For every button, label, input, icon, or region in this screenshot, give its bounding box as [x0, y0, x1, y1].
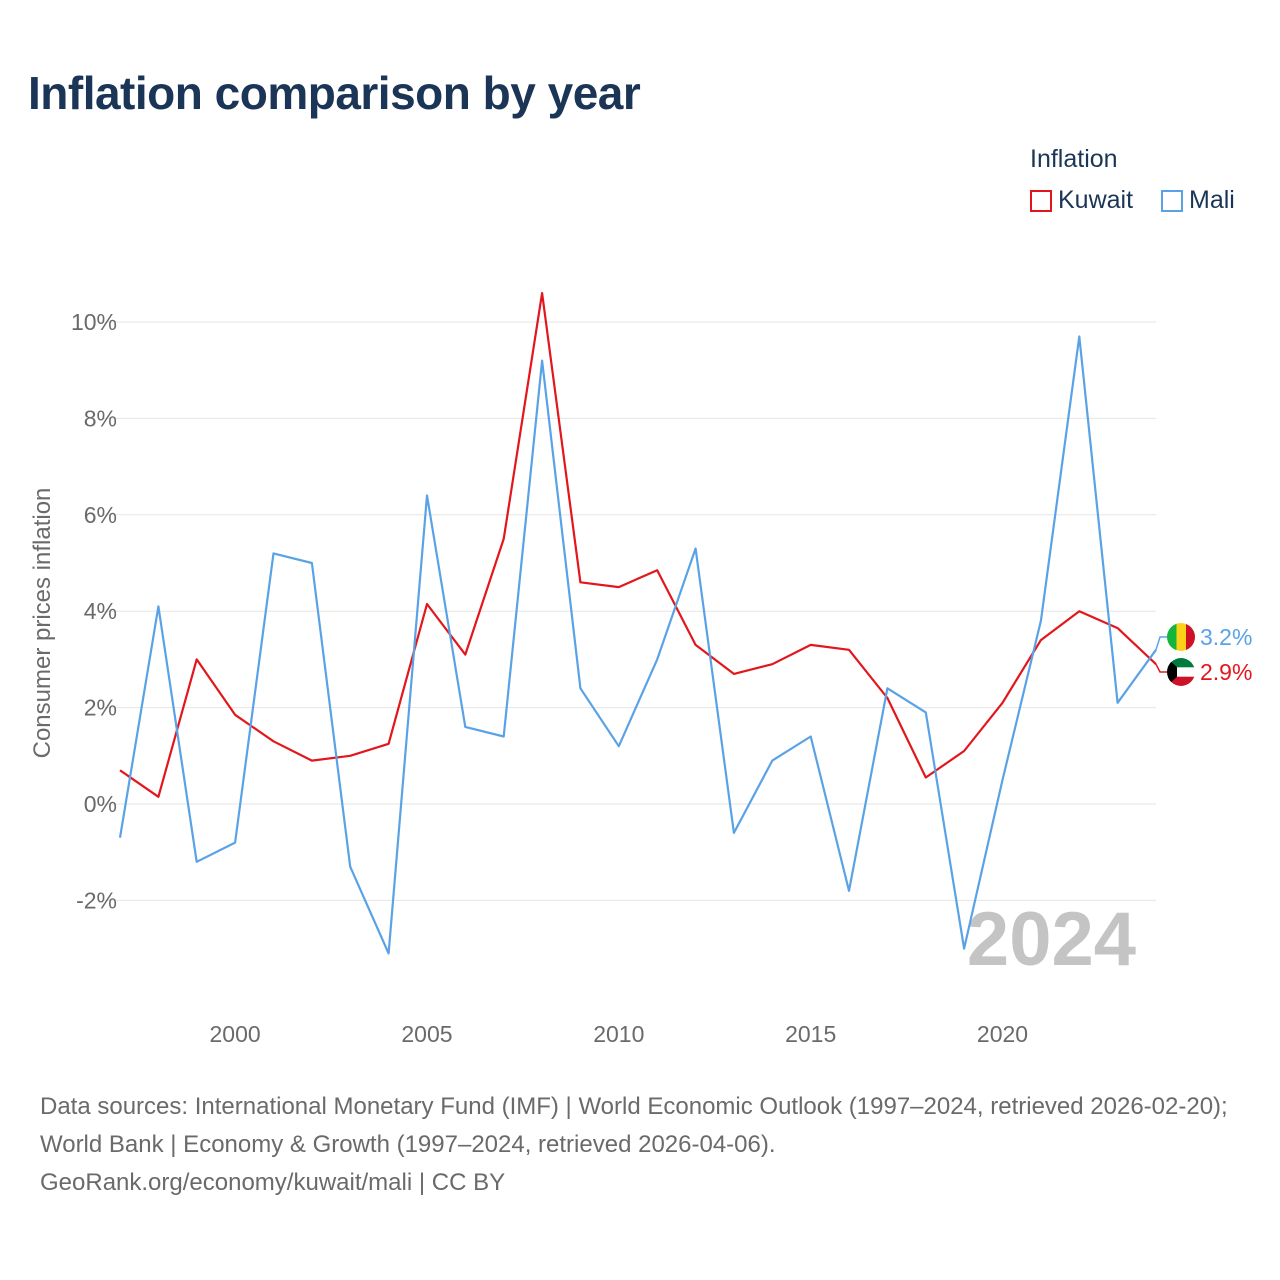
x-tick-label: 2000: [210, 1021, 261, 1047]
footer: Data sources: International Monetary Fun…: [40, 1088, 1250, 1202]
label-connector-mali: [1155, 636, 1167, 651]
y-tick-label: 6%: [84, 502, 117, 528]
y-tick-label: 0%: [84, 791, 117, 817]
data-sources-text: Data sources: International Monetary Fun…: [40, 1093, 1228, 1158]
line-chart: -2% 0% 2% 4% 6% 8% 10% 2000 2005 2010 2015 2020 Co…: [29, 292, 1252, 1047]
end-label-kuwait: 2.9%: [1200, 659, 1252, 685]
legend-item-mali[interactable]: Mali: [1161, 186, 1235, 215]
y-tick-label: -2%: [76, 887, 117, 913]
legend-swatch-kuwait: [1030, 189, 1052, 212]
y-axis-label: Consumer prices inflation: [29, 488, 56, 759]
x-tick-label: 2010: [593, 1021, 644, 1047]
x-tick-label: 2005: [401, 1021, 452, 1047]
chart-title: Inflation comparison by year: [28, 67, 641, 119]
legend-label-mali: Mali: [1189, 186, 1235, 214]
legend-title: Inflation: [1030, 145, 1118, 173]
series-line-kuwait[interactable]: [119, 292, 1157, 798]
y-axis-tick-labels: -2% 0% 2% 4% 6% 8% 10%: [71, 309, 117, 913]
grid-lines: [104, 321, 1156, 901]
x-axis-tick-labels: 2000 2005 2010 2015 2020: [210, 1021, 1029, 1047]
x-tick-label: 2015: [785, 1021, 836, 1047]
y-tick-label: 4%: [84, 598, 117, 624]
series-lines: [118, 292, 1157, 955]
label-connector-kuwait: [1155, 663, 1167, 673]
y-tick-label: 2%: [84, 695, 117, 721]
kuwait-flag-icon: [1167, 658, 1195, 686]
year-watermark: 2024: [967, 897, 1136, 982]
y-tick-label: 10%: [71, 309, 117, 335]
mali-flag-icon: [1167, 623, 1195, 651]
x-tick-label: 2020: [977, 1021, 1028, 1047]
legend-item-kuwait[interactable]: Kuwait: [1030, 186, 1133, 215]
legend-swatch-mali: [1161, 189, 1183, 212]
series-line-mali[interactable]: [118, 335, 1157, 955]
y-tick-label: 8%: [84, 405, 117, 431]
attribution-text[interactable]: GeoRank.org/economy/kuwait/mali | CC BY: [40, 1169, 506, 1196]
end-label-mali: 3.2%: [1200, 624, 1252, 650]
legend-label-kuwait: Kuwait: [1058, 186, 1134, 214]
end-labels: 3.2% 2.9%: [1155, 623, 1252, 686]
